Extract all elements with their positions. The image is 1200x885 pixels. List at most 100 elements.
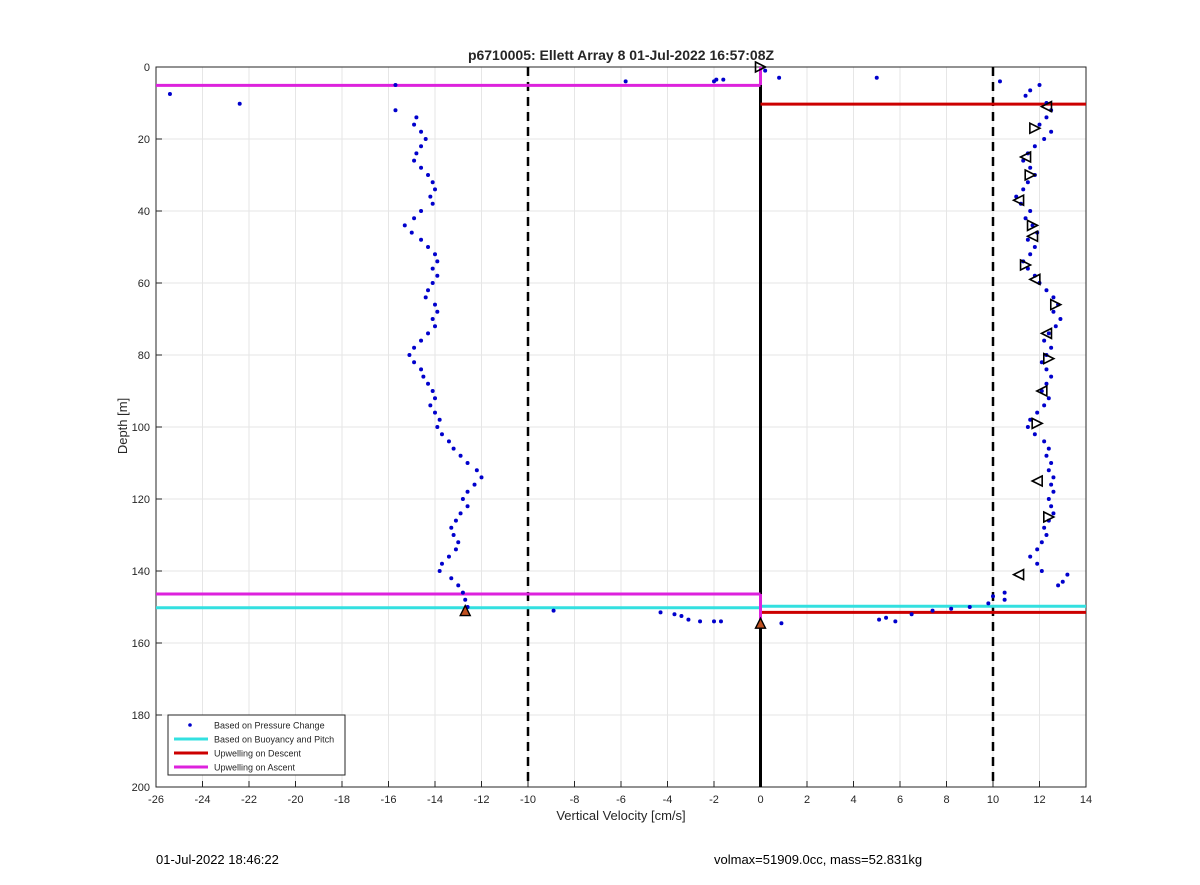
x-tick-label: -20	[288, 794, 304, 806]
pressure-point	[909, 612, 914, 617]
pressure-point	[1035, 547, 1040, 552]
pressure-point	[465, 489, 470, 494]
pressure-point	[1028, 554, 1033, 559]
pressure-point	[1056, 583, 1061, 588]
pressure-point	[412, 360, 417, 365]
pressure-point	[1049, 461, 1054, 465]
x-tick-label: -18	[334, 794, 350, 806]
pressure-point	[426, 288, 431, 293]
x-tick-label: -2	[709, 794, 719, 806]
pressure-point	[435, 425, 440, 429]
y-tick-label: 80	[138, 350, 150, 362]
pressure-point	[393, 83, 398, 87]
pressure-point	[1035, 410, 1040, 415]
pressure-point	[949, 606, 954, 611]
pressure-point	[1039, 389, 1044, 393]
pressure-point	[458, 511, 463, 516]
legend-entry-label: Upwelling on Ascent	[214, 763, 296, 773]
pressure-point	[1023, 216, 1028, 221]
pressure-point	[460, 590, 465, 595]
pressure-point	[1028, 209, 1033, 213]
pressure-point	[1028, 165, 1033, 170]
pressure-point	[458, 453, 463, 458]
y-axis-ticks: 0 20 40 60 80 100 120 140 160 180 200	[132, 62, 162, 794]
descent-marker	[1043, 510, 1056, 524]
pressure-point	[460, 497, 465, 501]
pressure-point	[1044, 381, 1049, 386]
x-tick-label: -14	[427, 794, 443, 806]
x-tick-label: -26	[148, 794, 164, 806]
pressure-point	[451, 446, 456, 451]
pressure-point	[456, 540, 461, 545]
pressure-point	[1042, 403, 1047, 408]
x-tick-label: 10	[987, 794, 999, 806]
descent-marker	[1031, 417, 1044, 430]
pressure-point	[430, 266, 435, 271]
pressure-point	[1039, 360, 1044, 365]
legend-box	[167, 714, 346, 776]
pressure-point	[393, 108, 398, 113]
pressure-point	[430, 180, 435, 185]
reference-lines	[526, 67, 995, 787]
pressure-point	[1046, 396, 1051, 401]
pressure-point	[419, 165, 424, 170]
pressure-point	[1042, 439, 1047, 444]
pressure-point	[412, 122, 417, 127]
pressure-point	[1025, 180, 1030, 185]
pressure-point	[893, 619, 898, 624]
pressure-point	[1051, 295, 1056, 300]
pressure-point	[421, 374, 426, 379]
pressure-point	[465, 461, 470, 465]
pressure-point	[433, 324, 437, 329]
pressure-point	[435, 273, 440, 278]
pressure-point	[439, 561, 444, 566]
pressure-point	[479, 475, 484, 480]
pressure-point	[414, 115, 419, 120]
ascent-marker	[459, 604, 472, 617]
pressure-point	[453, 547, 458, 552]
pressure-point	[474, 468, 479, 473]
pressure-point	[718, 619, 723, 624]
x-axis-label: Vertical Velocity [cm/s]	[556, 808, 685, 823]
pressure-point	[1051, 309, 1056, 314]
pressure-point	[1051, 511, 1056, 516]
pressure-point	[1044, 453, 1049, 458]
y-axis-label: Depth [m]	[115, 398, 130, 454]
pressure-point	[1042, 525, 1047, 530]
pressure-point	[1035, 561, 1040, 566]
pressure-point	[430, 389, 435, 393]
pressure-point	[437, 417, 442, 422]
x-tick-label: 8	[943, 794, 949, 806]
pressure-point	[623, 79, 628, 84]
pressure-point	[1028, 252, 1033, 257]
pressure-point	[426, 245, 431, 249]
y-tick-label: 120	[132, 494, 150, 506]
pressure-point	[449, 576, 454, 581]
pressure-point	[439, 432, 444, 437]
descent-marker	[1039, 100, 1053, 113]
pressure-point	[1058, 317, 1063, 321]
legend-entry-label: Based on Pressure Change	[214, 721, 325, 731]
pressure-point	[1039, 569, 1044, 573]
legend-entry-label: Upwelling on Descent	[214, 749, 302, 759]
pressure-point	[658, 610, 663, 615]
y-tick-label: 180	[132, 710, 150, 722]
pressure-point	[419, 144, 424, 149]
pressure-point	[419, 338, 424, 343]
footer-info: volmax=51909.0cc, mass=52.831kg	[714, 852, 923, 867]
x-tick-label: 2	[804, 794, 810, 806]
pressure-point	[433, 252, 437, 257]
x-axis-ticks: -26 -24 -22 -20 -18 -16 -14 -12 -10 -8 -6 -4 -2 0 2 4 6 8…	[148, 781, 1092, 806]
x-tick-label: -4	[663, 794, 673, 806]
descent-marker	[1030, 474, 1043, 488]
pressure-point	[1002, 597, 1007, 602]
pressure-point	[409, 230, 414, 235]
pressure-point	[1030, 223, 1035, 228]
pressure-point	[1021, 187, 1026, 192]
pressure-point	[672, 612, 677, 617]
pressure-point	[1044, 288, 1049, 293]
pressure-point	[930, 608, 935, 613]
pressure-point	[1044, 115, 1049, 120]
x-tick-label: 6	[897, 794, 903, 806]
x-tick-label: -6	[616, 794, 626, 806]
